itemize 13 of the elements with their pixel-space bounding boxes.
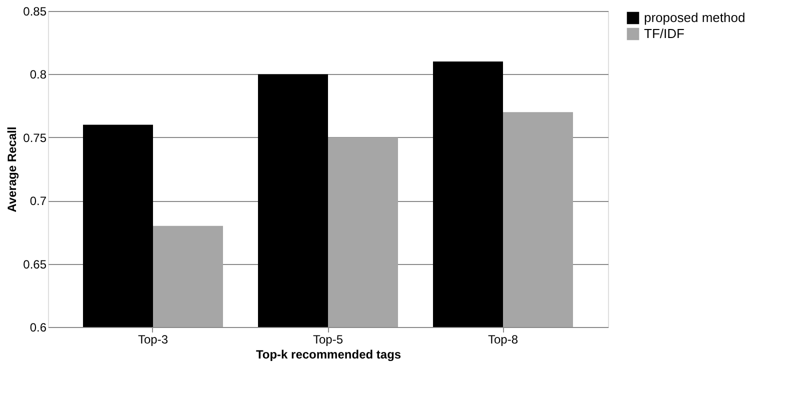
y-tick-label: 0.85 — [23, 4, 47, 18]
y-tick-label: 0.7 — [30, 194, 47, 208]
y-tick-label: 0.6 — [30, 320, 47, 334]
y-axis-title: Average Recall — [5, 126, 20, 212]
legend-label: TF/IDF — [644, 26, 684, 41]
x-tick-label: Top-5 — [312, 332, 344, 346]
x-axis-title: Top-k recommended tags — [256, 348, 402, 362]
x-tick-label: Top-8 — [488, 332, 518, 346]
x-tick-label: Top-3 — [138, 332, 168, 346]
legend-label: proposed method — [644, 10, 746, 25]
y-tick-label: 0.8 — [30, 68, 47, 82]
y-tick-label: 0.75 — [23, 130, 47, 145]
y-tick-label: 0.65 — [23, 257, 47, 272]
